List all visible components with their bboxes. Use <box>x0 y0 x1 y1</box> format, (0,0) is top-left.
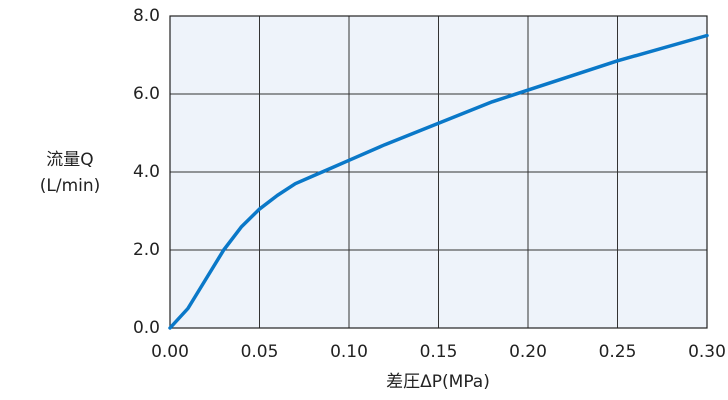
y-tick-label: 2.0 <box>133 240 160 260</box>
x-tick-label: 0.30 <box>688 342 726 362</box>
y-tick-label: 8.0 <box>133 6 160 26</box>
x-tick-label: 0.15 <box>420 342 458 362</box>
y-tick-label: 0.0 <box>133 318 160 338</box>
x-tick-label: 0.20 <box>509 342 547 362</box>
x-tick-label: 0.25 <box>599 342 637 362</box>
x-tick-label: 0.00 <box>151 342 189 362</box>
x-tick-label: 0.10 <box>330 342 368 362</box>
y-tick-label: 6.0 <box>133 84 160 104</box>
y-axis-label: 流量Q <box>46 150 93 170</box>
x-axis-label: 差圧ΔP(MPa) <box>386 372 490 392</box>
y-tick-label: 4.0 <box>133 162 160 182</box>
plot-border <box>169 15 708 329</box>
x-tick-label: 0.05 <box>241 342 279 362</box>
y-axis-label: (L/min) <box>40 176 101 196</box>
line-series <box>168 33 709 330</box>
